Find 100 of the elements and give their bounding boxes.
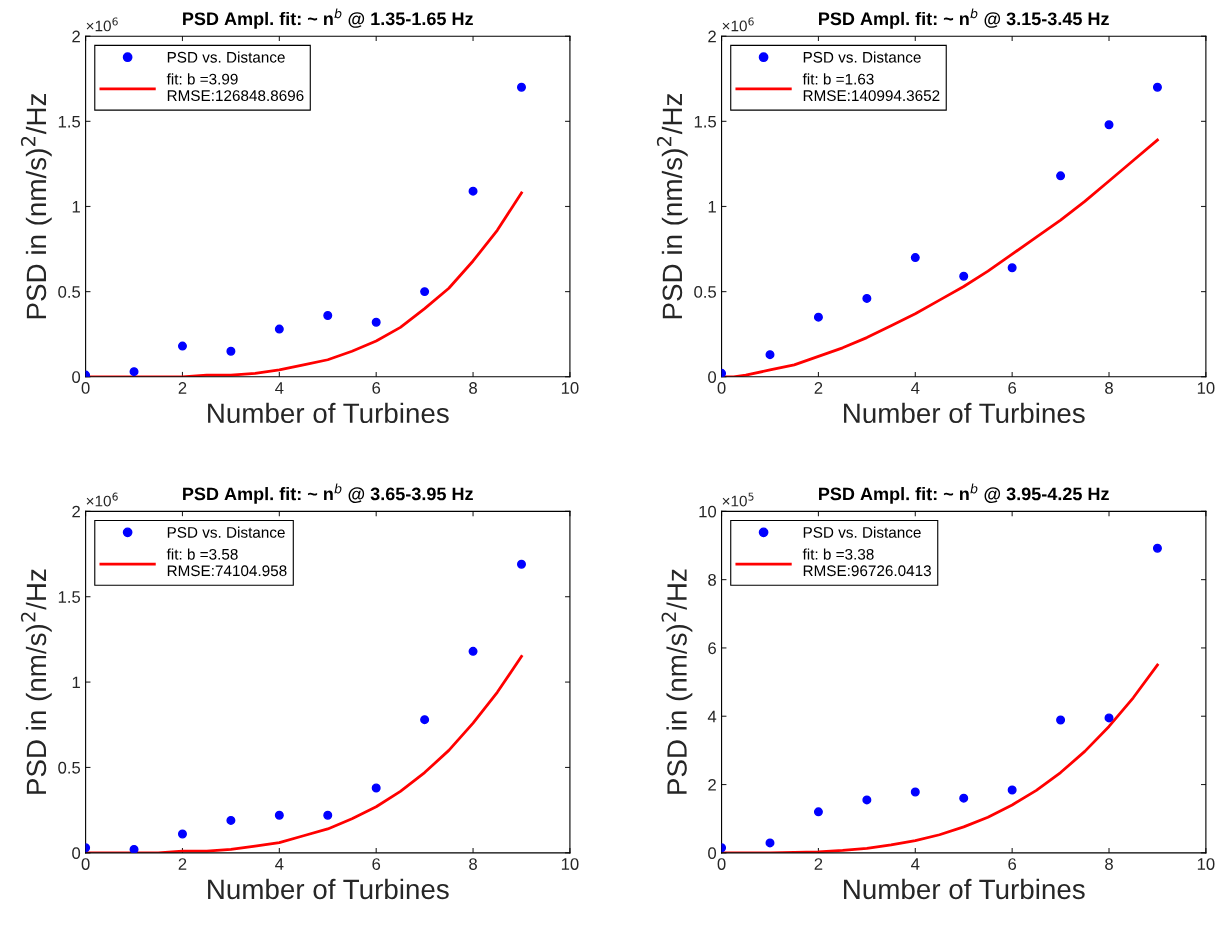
legend-label: fit: b =3.58 RMSE:74104.958	[166, 548, 287, 577]
legend-label: fit: b =3.99 RMSE:126848.8696	[166, 73, 304, 102]
y-tick-label: 0	[72, 371, 81, 383]
x-tick-label: 6	[372, 382, 381, 394]
x-tick-label: 8	[469, 858, 477, 870]
x-tick-label: 0	[717, 858, 726, 870]
y-tick-label: 1.5	[58, 115, 81, 128]
point	[371, 783, 381, 793]
y-axis-title: PSD in (nm/s)$^{2}$/Hz	[20, 93, 52, 319]
point	[765, 838, 775, 848]
point	[516, 82, 526, 92]
chart-title: PSD Ampl. fit: ~ n$^{b}$ @ 3.95-4.25 Hz	[819, 483, 1109, 504]
point	[274, 324, 284, 334]
legend-label: fit: b =3.38 RMSE:96726.0413	[802, 548, 931, 577]
text: ×10$^{6}$	[86, 17, 118, 32]
y-tick-label: 1.5	[694, 115, 717, 128]
point	[129, 844, 139, 853]
point	[420, 715, 430, 725]
legend-label: PSD vs. Distance	[167, 526, 285, 538]
point	[516, 559, 526, 569]
legend-label: fit: b =1.63 RMSE:140994.3652	[802, 73, 940, 102]
y-tick-label: 1	[72, 676, 80, 689]
x-tick-label: 6	[1008, 858, 1017, 870]
x-axis-title: Number of Turbines	[208, 878, 449, 900]
x-tick-label: 10	[561, 858, 579, 870]
x-tick-label: 0	[81, 858, 90, 870]
text: ×10$^{5}$	[722, 492, 754, 507]
chart-title: PSD Ampl. fit: ~ n$^{b}$ @ 3.65-3.95 Hz	[183, 483, 473, 504]
point	[1152, 82, 1162, 92]
text: ×10$^{6}$	[86, 492, 118, 507]
y-axis-title: PSD in (nm/s)$^{2}$/Hz	[656, 93, 688, 319]
point	[813, 312, 823, 322]
point	[1056, 171, 1066, 181]
y-tick-label: 2	[72, 30, 80, 43]
x-tick-label: 10	[1197, 382, 1215, 394]
x-tick-label: 8	[469, 382, 477, 394]
y-tick-label: 0	[72, 847, 81, 860]
point	[468, 186, 478, 196]
point	[1007, 785, 1017, 795]
line-series	[85, 655, 523, 853]
x-axis-title: Number of Turbines	[844, 402, 1085, 424]
x-tick-label: 0	[81, 382, 90, 394]
y-tick-label: 8	[708, 574, 716, 586]
point	[177, 341, 187, 351]
x-tick-label: 4	[275, 382, 284, 394]
x-axis-title: Number of Turbines	[208, 402, 449, 424]
x-axis-title: Number of Turbines	[844, 878, 1085, 900]
y-tick-label: 0.5	[58, 286, 81, 298]
point	[910, 787, 920, 797]
y-tick-label: 0	[708, 847, 717, 860]
y-tick-label: 2	[72, 505, 80, 518]
x-tick-label: 4	[911, 382, 920, 394]
chart-title: PSD Ampl. fit: ~ n$^{b}$ @ 3.15-3.45 Hz	[819, 8, 1109, 29]
x-tick-label: 4	[911, 858, 920, 870]
point	[862, 293, 872, 303]
point	[1152, 543, 1162, 553]
point	[323, 310, 333, 320]
point	[274, 810, 284, 820]
x-tick-label: 0	[717, 382, 726, 394]
x-tick-label: 6	[372, 858, 381, 870]
legend-label: PSD vs. Distance	[803, 51, 921, 63]
point	[1007, 263, 1017, 273]
y-tick-label: 10	[699, 505, 717, 518]
text: ×10$^{6}$	[722, 17, 754, 32]
legend-label: PSD vs. Distance	[803, 526, 921, 538]
x-tick-label: 2	[178, 382, 187, 394]
point	[226, 815, 236, 825]
y-tick-label: 6	[708, 642, 716, 655]
point	[959, 271, 969, 281]
point	[129, 367, 139, 377]
x-tick-label: 10	[1197, 858, 1215, 870]
y-tick-label: 2	[708, 778, 716, 791]
point	[813, 807, 823, 817]
y-tick-label: 2	[708, 30, 716, 43]
x-tick-label: 2	[814, 382, 823, 394]
x-tick-label: 4	[275, 858, 284, 870]
x-tick-label: 6	[1008, 382, 1017, 394]
x-tick-label: 10	[561, 382, 579, 394]
chart-title: PSD Ampl. fit: ~ n$^{b}$ @ 1.35-1.65 Hz	[183, 8, 473, 29]
point	[468, 646, 478, 656]
point	[1056, 715, 1066, 725]
y-axis-title: PSD in (nm/s)$^{2}$/Hz	[20, 569, 52, 794]
point	[177, 829, 187, 839]
point	[371, 317, 381, 327]
point	[420, 287, 430, 297]
x-tick-label: 2	[178, 858, 187, 870]
line-series	[721, 663, 1159, 853]
point	[1104, 713, 1114, 723]
point	[765, 350, 775, 360]
point	[862, 795, 872, 805]
x-tick-label: 2	[814, 858, 823, 870]
x-tick-label: 8	[1105, 382, 1113, 394]
y-tick-label: 0.5	[694, 286, 717, 298]
point	[226, 346, 236, 356]
y-tick-label: 1	[72, 201, 80, 213]
y-tick-label: 0.5	[58, 761, 81, 774]
x-tick-label: 8	[1105, 858, 1113, 870]
point	[959, 793, 969, 803]
y-tick-label: 4	[707, 710, 717, 723]
y-tick-label: 1.5	[58, 591, 81, 603]
